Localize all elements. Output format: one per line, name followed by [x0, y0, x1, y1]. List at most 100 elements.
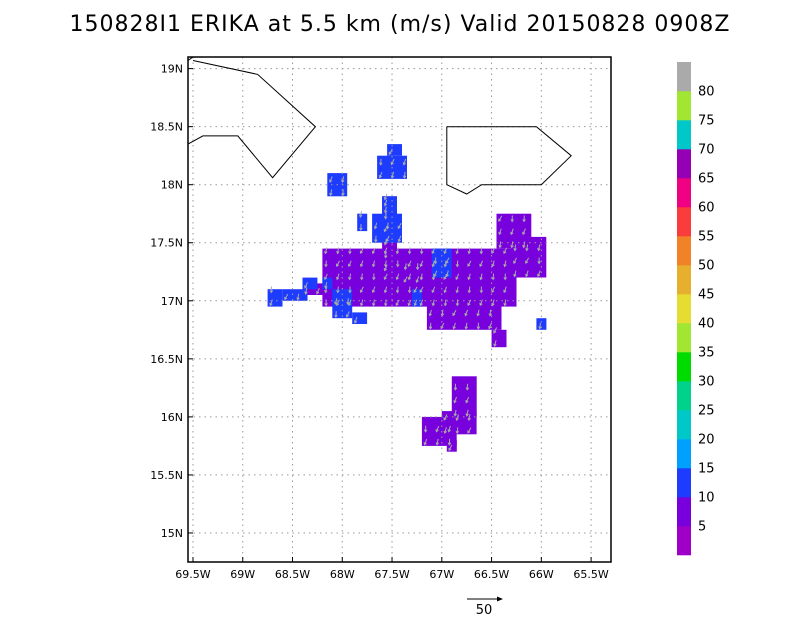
- wind-vector-head: [385, 238, 389, 243]
- wind-vector-head: [385, 226, 390, 230]
- wind-vector: [384, 286, 388, 293]
- wind-vector-head: [336, 290, 340, 294]
- wind-vector: [492, 273, 495, 280]
- wind-vector-head: [359, 302, 364, 307]
- wind-vector: [384, 273, 388, 280]
- wind-vector: [384, 193, 388, 200]
- wind-vector: [324, 247, 328, 254]
- wind-vector-head: [383, 289, 388, 294]
- wind-vector-head: [359, 227, 363, 232]
- wind-vector: [453, 396, 457, 403]
- wind-vector-head: [503, 277, 508, 281]
- wind-vector-head: [383, 303, 388, 307]
- wind-vector: [435, 425, 440, 432]
- wind-vector-head: [443, 289, 447, 294]
- lat-tick-label: 16.5N: [150, 353, 183, 366]
- wind-vector-head: [372, 277, 376, 281]
- colorbar-label: 20: [698, 433, 715, 448]
- wind-vector-head: [413, 302, 418, 307]
- wind-vector-head: [390, 175, 395, 179]
- lon-tick-label: 68W: [330, 568, 355, 581]
- wind-speed-cell: [511, 236, 547, 278]
- colorbar-label: 70: [698, 143, 715, 158]
- colorbar-swatch: [677, 294, 691, 324]
- wind-speed-cell: [282, 289, 308, 301]
- wind-vector-head: [431, 289, 435, 294]
- lat-tick-label: 17N: [161, 295, 183, 308]
- wind-vector-head: [510, 219, 514, 223]
- colorbar-swatch: [677, 410, 691, 440]
- wind-vector: [444, 299, 447, 306]
- wind-vector-head: [383, 267, 387, 272]
- wind-vector: [467, 427, 472, 434]
- wind-vector-head: [383, 216, 388, 220]
- wind-vector: [384, 264, 388, 271]
- wind-vector: [416, 276, 420, 283]
- wind-speed-cell: [387, 144, 402, 156]
- wind-vector: [514, 244, 516, 251]
- wind-vector: [468, 286, 471, 293]
- wind-vector-head: [383, 242, 388, 246]
- wind-vector-head: [510, 231, 514, 236]
- wind-vector-head: [390, 161, 394, 166]
- wind-vector-head: [440, 325, 444, 330]
- lon-tick-label: 66W: [529, 568, 554, 581]
- wind-vector-head: [493, 343, 497, 348]
- colorbar-label: 40: [698, 317, 715, 332]
- wind-vector-head: [403, 279, 407, 283]
- wind-vector-head: [435, 442, 440, 446]
- wind-vector-head: [447, 442, 452, 446]
- wind-vector-head: [455, 303, 460, 307]
- wind-vector-head: [304, 291, 308, 295]
- wind-vector: [456, 286, 459, 293]
- wind-vector-head: [359, 289, 363, 294]
- wind-vector: [468, 247, 471, 254]
- wind-vector: [391, 171, 395, 178]
- wind-vector: [537, 270, 541, 277]
- wind-vector: [491, 286, 496, 293]
- lon-tick-label: 69.5W: [175, 568, 210, 581]
- wind-vector: [492, 299, 495, 306]
- wind-vector: [360, 260, 364, 267]
- colorbar-swatch: [677, 265, 691, 295]
- lat-tick-label: 15.5N: [150, 469, 183, 482]
- wind-vector-head: [522, 219, 526, 223]
- wind-vector-head: [445, 260, 449, 265]
- wind-vector: [448, 425, 451, 432]
- wind-vector-head: [453, 387, 458, 391]
- wind-vector-head: [525, 273, 529, 278]
- wind-vector-head: [453, 413, 457, 417]
- wind-vector-head: [284, 296, 288, 301]
- wind-vector-head: [491, 302, 495, 307]
- wind-vector: [395, 299, 400, 306]
- plot-area: [188, 57, 611, 562]
- wind-vector-head: [431, 250, 435, 255]
- wind-vector-head: [353, 320, 358, 324]
- colorbar-swatch: [677, 62, 691, 92]
- wind-vector: [480, 273, 483, 280]
- wind-vector-head: [464, 326, 468, 330]
- wind-vector: [424, 438, 428, 445]
- wind-vector: [436, 438, 439, 445]
- wind-vector-head: [476, 313, 480, 317]
- colorbar-label: 50: [698, 259, 715, 274]
- wind-vector-head: [498, 218, 502, 222]
- wind-vector: [336, 299, 340, 306]
- colorbar-swatch: [677, 236, 691, 266]
- lon-axis: 69.5W 69W 68.5W 68W 67.5W 67W 66.5W 66W 65.5W: [175, 557, 609, 581]
- wind-vector-head: [431, 277, 436, 281]
- wind-vector: [360, 299, 364, 306]
- wind-vector: [429, 309, 432, 316]
- colorbar-swatch: [677, 91, 691, 121]
- lon-tick-label: 66.5W: [474, 568, 509, 581]
- wind-vector-head: [491, 277, 495, 281]
- wind-vector-head: [467, 251, 471, 255]
- wind-vector-head: [513, 273, 517, 278]
- wind-vector-head: [525, 248, 529, 252]
- wind-vector-head: [498, 245, 502, 249]
- colorbar-swatch: [677, 439, 691, 469]
- wind-vector-head: [383, 255, 388, 259]
- wind-vector-head: [395, 290, 400, 294]
- wind-vector: [385, 260, 387, 267]
- wind-vector: [360, 247, 364, 254]
